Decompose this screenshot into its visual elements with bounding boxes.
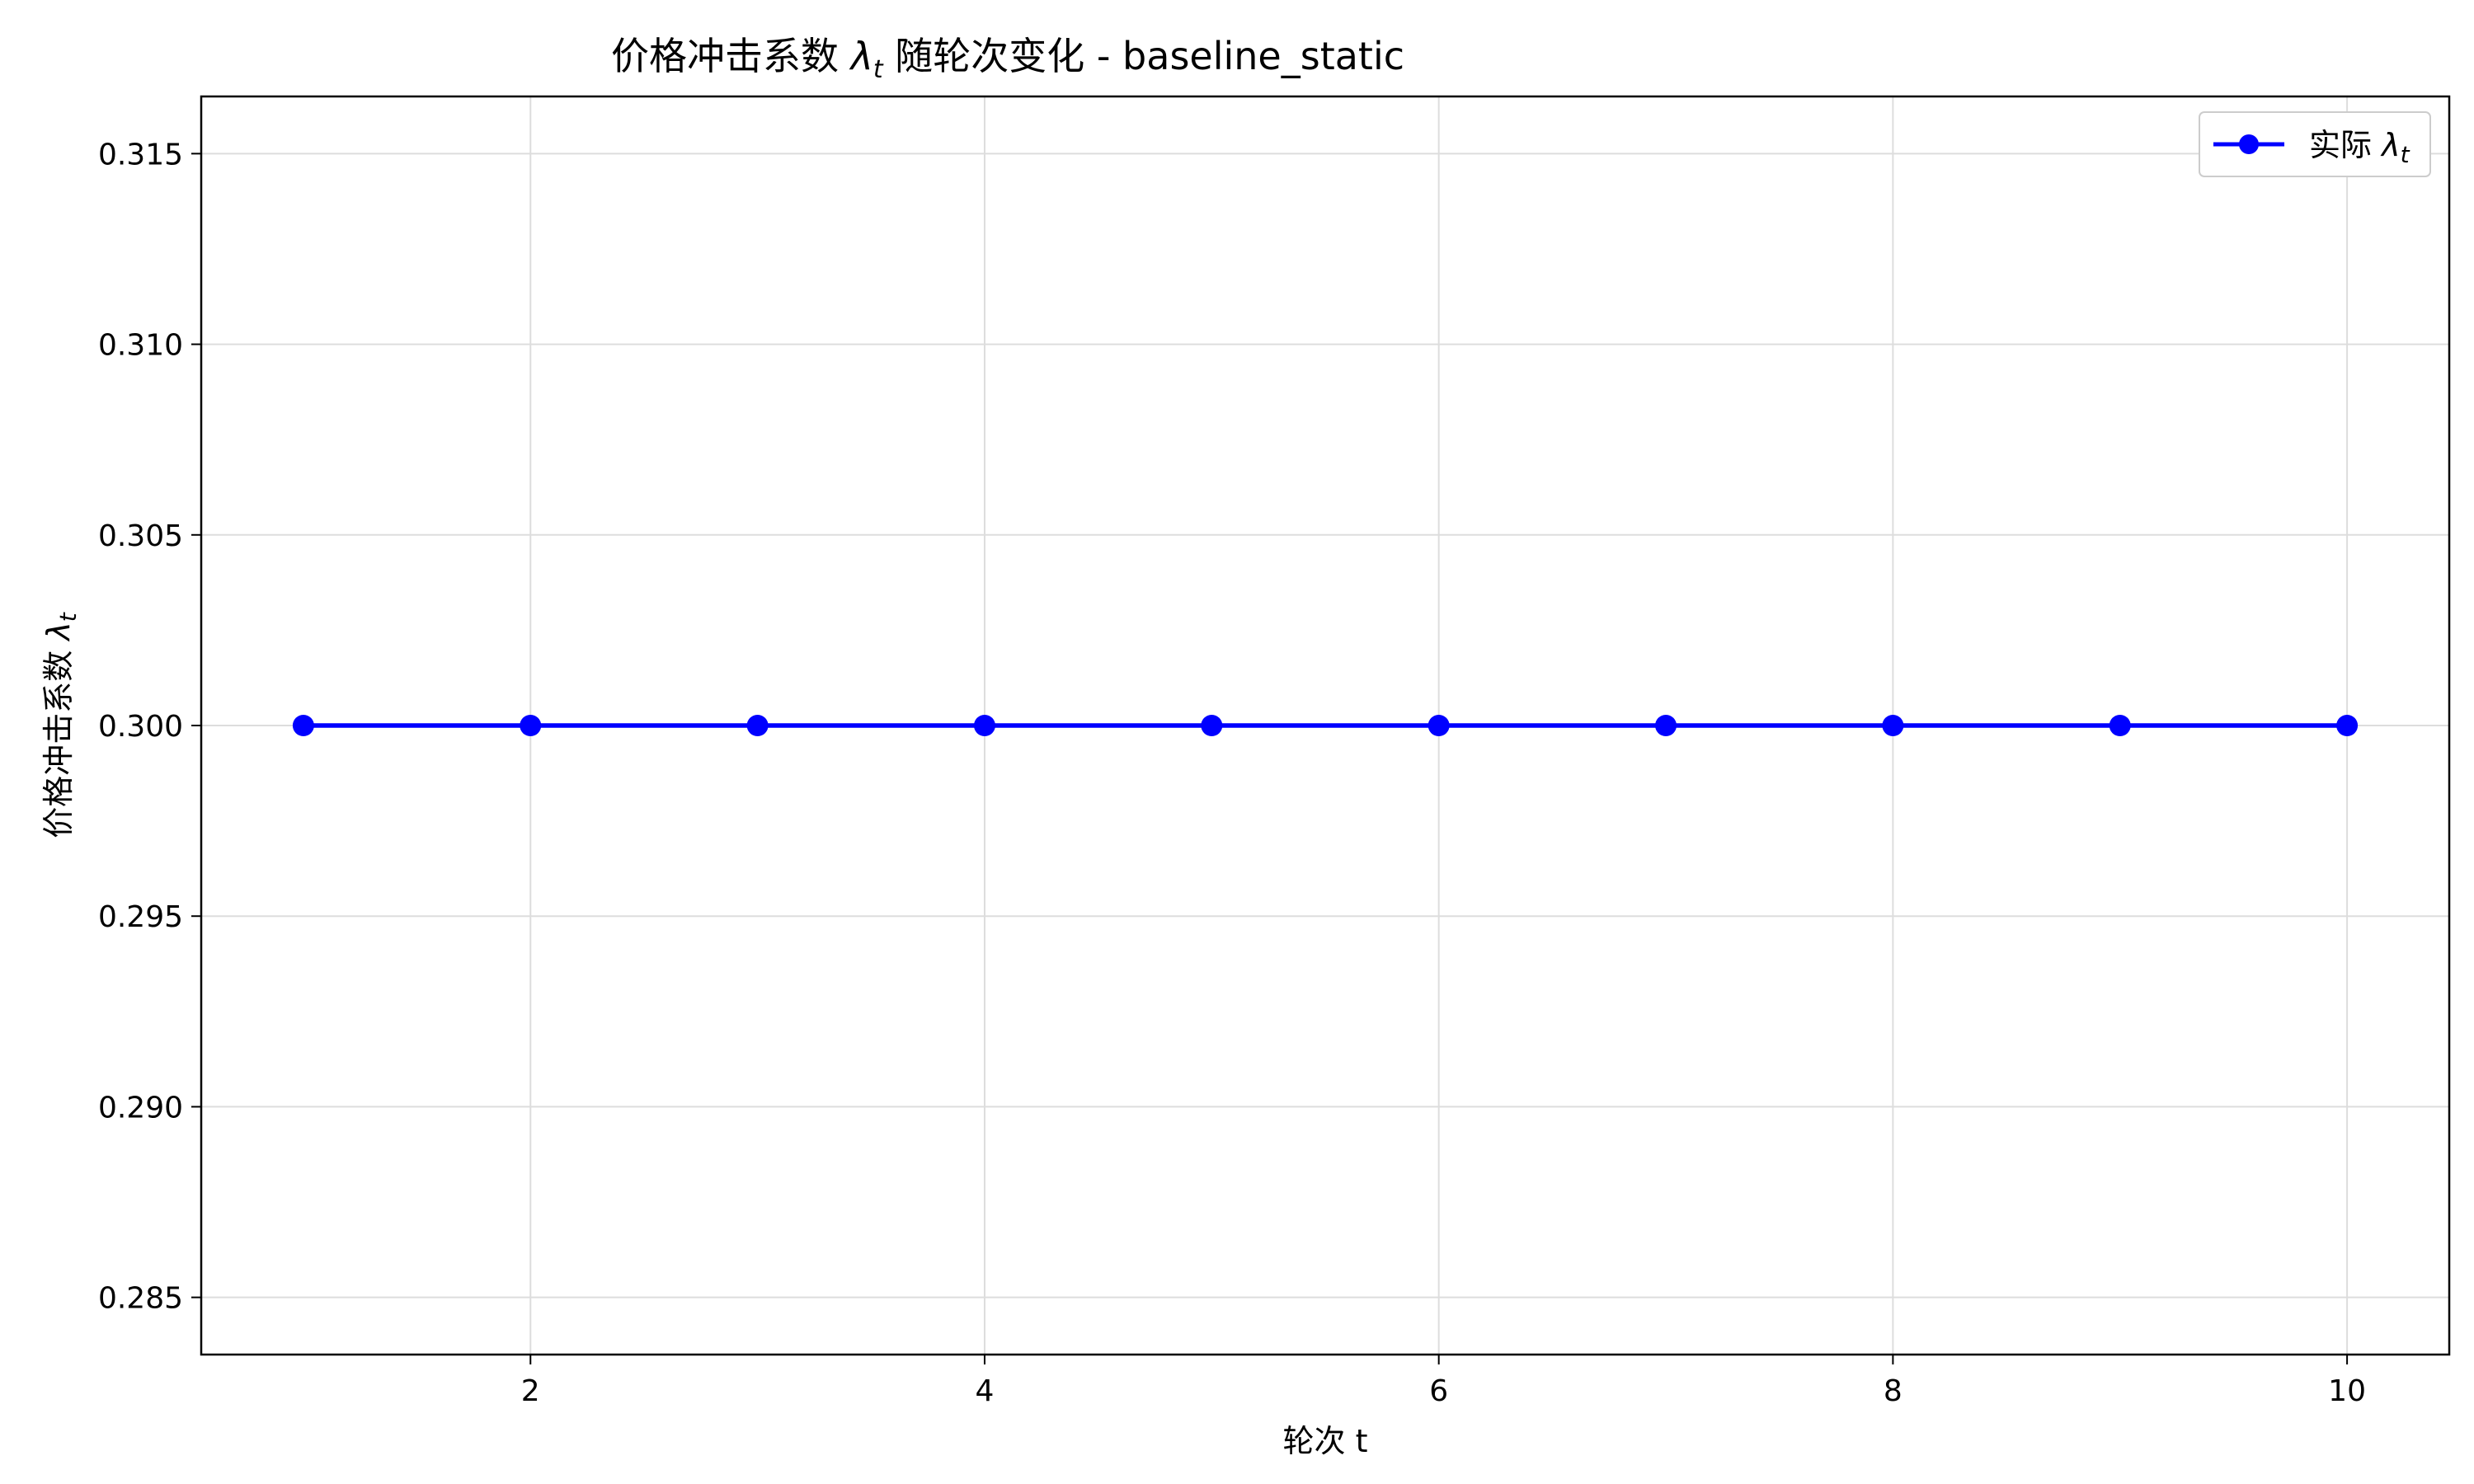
y-tick-label: 0.295: [98, 900, 183, 934]
y-axis-ticks: 0.285 0.290 0.295 0.300 0.305 0.310 0.315: [98, 138, 201, 1316]
y-tick-label: 0.300: [98, 710, 183, 744]
data-point-marker: [520, 715, 542, 736]
data-point-marker: [1882, 715, 1904, 736]
data-point-marker: [1201, 715, 1223, 736]
y-tick-label: 0.285: [98, 1282, 183, 1316]
x-tick-label: 8: [1884, 1374, 1903, 1408]
y-tick-label: 0.305: [98, 519, 183, 553]
y-axis-label: 价格冲击系数 λt: [40, 612, 82, 838]
legend: 实际 λt: [2199, 111, 2431, 177]
y-tick-label: 0.310: [98, 329, 183, 363]
data-point-marker: [292, 715, 314, 736]
legend-entry-label: 实际 λt: [2309, 127, 2411, 168]
x-tick-label: 4: [976, 1374, 995, 1408]
y-tick-label: 0.315: [98, 138, 183, 171]
data-point-marker: [1427, 715, 1450, 736]
legend-box: [2199, 111, 2431, 177]
data-point-marker: [2336, 715, 2359, 736]
data-point-marker: [2109, 715, 2131, 736]
legend-marker-swatch: [2239, 134, 2259, 154]
series-layer: [292, 715, 2359, 736]
x-tick-label: 10: [2328, 1374, 2366, 1408]
x-tick-label: 6: [1429, 1374, 1448, 1408]
data-point-marker: [973, 715, 995, 736]
x-axis-ticks: 2 4 6 8 10: [521, 1355, 2366, 1408]
data-point-marker: [746, 715, 769, 736]
data-point-marker: [1655, 715, 1677, 736]
y-tick-label: 0.290: [98, 1091, 183, 1125]
chart-title: 价格冲击系数 λt 随轮次变化 - baseline_static: [611, 34, 1404, 84]
x-axis-label: 轮次 t: [1283, 1423, 1368, 1459]
x-tick-label: 2: [521, 1374, 540, 1408]
